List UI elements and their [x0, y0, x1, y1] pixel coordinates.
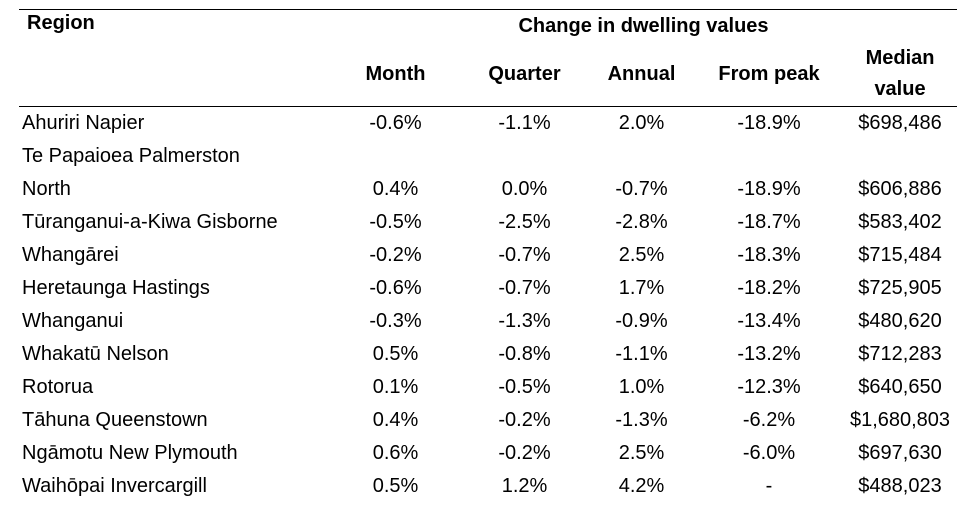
region-cell: Tūranganui-a-Kiwa Gisborne	[22, 211, 278, 233]
table-row: Ngāmotu New Plymouth 0.6% -0.2% 2.5% -6.0% $6…	[19, 437, 957, 470]
annual-cell: 4.2%	[618, 475, 665, 497]
annual-cell: 2.5%	[618, 442, 665, 464]
table-row: Whakatū Nelson 0.5% -0.8% -1.1% -13.2% $712,2…	[19, 338, 957, 371]
region-cell: Whangārei	[22, 244, 119, 266]
median-cell: $725,905	[858, 277, 942, 299]
annual-cell: -1.3%	[615, 409, 668, 431]
table-row: Waihōpai Invercargill 0.5% 1.2% 4.2% - $488,0…	[19, 470, 957, 503]
change-group-header: Change in dwelling values	[518, 14, 769, 37]
region-cell: Rotorua	[22, 376, 94, 398]
annual-cell: 2.0%	[618, 112, 665, 134]
annual-cell: -0.9%	[615, 310, 668, 332]
table-row: Ahuriri Napier -0.6% -1.1% 2.0% -18.9% $698,4…	[19, 107, 957, 141]
median-header-line1: Median	[865, 47, 935, 69]
month-cell: 0.4%	[372, 409, 419, 431]
month-cell: -0.2%	[369, 244, 422, 266]
table-body: Ahuriri Napier -0.6% -1.1% 2.0% -18.9% $698,4…	[19, 107, 957, 504]
month-cell: 0.5%	[372, 343, 419, 365]
month-cell: -0.6%	[369, 277, 422, 299]
median-cell: $488,023	[858, 475, 942, 497]
from-peak-cell: -18.3%	[737, 244, 801, 266]
median-header-line2: value	[874, 78, 926, 100]
median-column-header: Median value	[843, 42, 957, 107]
table-row: Whangārei -0.2% -0.7% 2.5% -18.3% $715,484	[19, 239, 957, 272]
empty-cell	[843, 140, 957, 173]
region-cell: North	[22, 178, 71, 200]
quarter-cell: -0.2%	[498, 442, 551, 464]
median-cell: $698,486	[858, 112, 942, 134]
annual-cell: -2.8%	[615, 211, 668, 233]
month-column-header: Month	[365, 62, 426, 85]
empty-cell	[588, 140, 695, 173]
quarter-cell: -2.5%	[498, 211, 551, 233]
month-cell: 0.5%	[372, 475, 419, 497]
month-cell: -0.5%	[369, 211, 422, 233]
month-cell: -0.6%	[369, 112, 422, 134]
from-peak-cell: -6.2%	[742, 409, 796, 431]
quarter-column-header: Quarter	[488, 62, 561, 85]
median-cell: $697,630	[858, 442, 942, 464]
quarter-cell: 0.0%	[501, 178, 548, 200]
from-peak-cell: -18.9%	[737, 112, 801, 134]
median-cell: $715,484	[858, 244, 942, 266]
annual-column-header: Annual	[607, 62, 676, 85]
dwelling-values-table-container: Region Change in dwelling values Month Q…	[19, 9, 958, 504]
from-peak-cell: -13.2%	[737, 343, 801, 365]
median-cell: $1,680,803	[849, 409, 951, 431]
region-cell: Tāhuna Queenstown	[22, 409, 208, 431]
from-peak-cell: -18.9%	[737, 178, 801, 200]
month-cell: 0.6%	[372, 442, 419, 464]
empty-cell	[461, 140, 588, 173]
region-cell: Whanganui	[22, 310, 124, 332]
region-cell: Heretaunga Hastings	[22, 277, 210, 299]
table-row: Heretaunga Hastings -0.6% -0.7% 1.7% -18.2% $…	[19, 272, 957, 305]
median-cell: $712,283	[858, 343, 942, 365]
median-cell: $606,886	[858, 178, 942, 200]
from-peak-cell: -18.2%	[737, 277, 801, 299]
region-cell: Waihōpai Invercargill	[22, 475, 207, 497]
from-peak-cell: -12.3%	[737, 376, 801, 398]
from-peak-cell: -13.4%	[737, 310, 801, 332]
table-row: North 0.4% 0.0% -0.7% -18.9% $606,886	[19, 173, 957, 206]
quarter-cell: -0.7%	[498, 244, 551, 266]
region-column-header: Region	[27, 12, 95, 34]
month-cell: -0.3%	[369, 310, 422, 332]
region-cell: Ahuriri Napier	[22, 112, 145, 134]
median-cell: $640,650	[858, 376, 942, 398]
quarter-cell: -0.8%	[498, 343, 551, 365]
table-row-wrap: Te Papaioea Palmerston	[19, 140, 957, 173]
median-cell: $480,620	[858, 310, 942, 332]
region-cell-line1: Te Papaioea Palmerston	[22, 145, 240, 167]
region-cell: Ngāmotu New Plymouth	[22, 442, 238, 464]
annual-cell: -0.7%	[615, 178, 668, 200]
empty-cell	[695, 140, 843, 173]
quarter-cell: -0.5%	[498, 376, 551, 398]
annual-cell: 1.7%	[618, 277, 665, 299]
quarter-cell: 1.2%	[501, 475, 548, 497]
quarter-cell: -0.2%	[498, 409, 551, 431]
table-header: Region Change in dwelling values Month Q…	[19, 9, 958, 107]
from-peak-cell: -	[765, 475, 773, 497]
table-row: Tāhuna Queenstown 0.4% -0.2% -1.3% -6.2% $1,6…	[19, 404, 957, 437]
region-cell: Whakatū Nelson	[22, 343, 169, 365]
annual-cell: 1.0%	[618, 376, 665, 398]
empty-cell	[330, 140, 461, 173]
annual-cell: 2.5%	[618, 244, 665, 266]
annual-cell: -1.1%	[615, 343, 668, 365]
month-cell: 0.1%	[372, 376, 419, 398]
from-peak-column-header: From peak	[718, 62, 820, 85]
month-cell: 0.4%	[372, 178, 419, 200]
quarter-cell: -1.1%	[498, 112, 551, 134]
table-row: Rotorua 0.1% -0.5% 1.0% -12.3% $640,650	[19, 371, 957, 404]
median-cell: $583,402	[858, 211, 942, 233]
dwelling-values-table: Region Change in dwelling values Month Q…	[19, 9, 958, 504]
quarter-cell: -0.7%	[498, 277, 551, 299]
table-row: Tūranganui-a-Kiwa Gisborne -0.5% -2.5% -2.8…	[19, 206, 957, 239]
from-peak-cell: -18.7%	[737, 211, 801, 233]
table-row: Whanganui -0.3% -1.3% -0.9% -13.4% $480,620	[19, 305, 957, 338]
quarter-cell: -1.3%	[498, 310, 551, 332]
from-peak-cell: -6.0%	[742, 442, 796, 464]
